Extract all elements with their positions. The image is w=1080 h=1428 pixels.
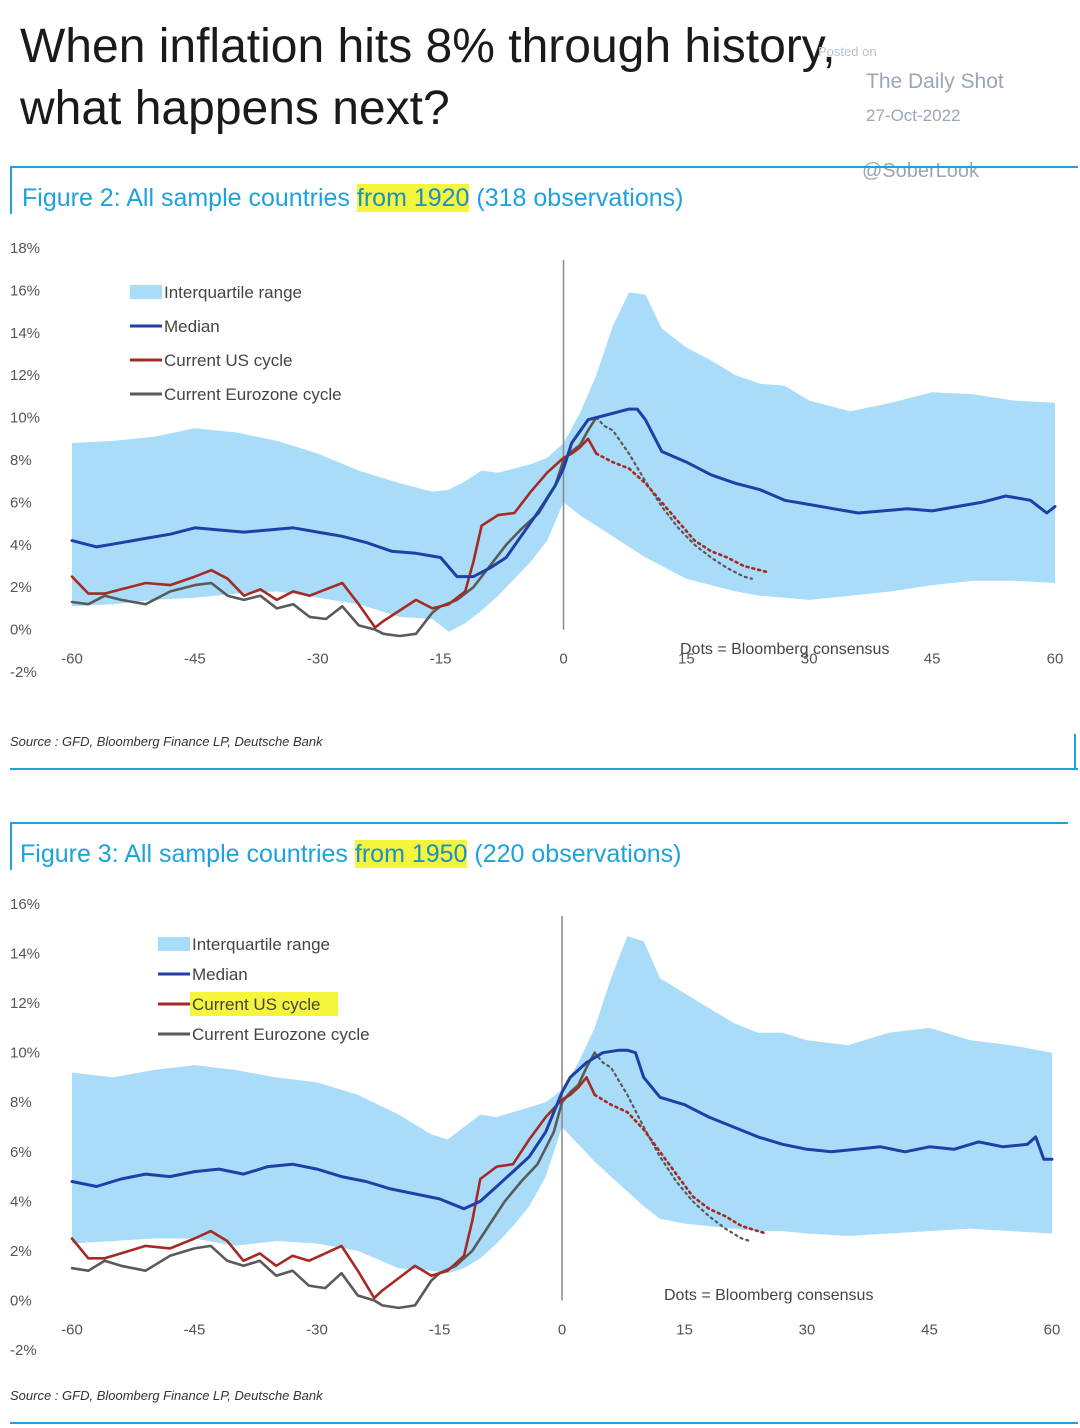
x-tick-label: -30 — [307, 651, 329, 668]
x-tick-label: 60 — [1044, 1321, 1061, 1338]
watermark-handle: @SoberLook — [862, 160, 980, 182]
legend-iqr-label: Interquartile range — [164, 283, 302, 302]
x-tick-label: -30 — [306, 1321, 328, 1338]
figure-2-top-rule — [10, 166, 1078, 168]
figure-3-title-highlight: from 1950 — [354, 840, 468, 868]
y-tick-label: 14% — [10, 325, 40, 342]
figure-3-chart: -2% 0% 2% 4% 6% 8% 10% 12% 14% 16% -60 -45 -30 -15 0 15… — [10, 896, 1061, 1359]
us-cycle-line — [70, 437, 598, 629]
figure-2-source: Source : GFD, Bloomberg Finance LP, Deut… — [10, 734, 323, 749]
eurozone-consensus-dots — [593, 1051, 751, 1243]
x-tick-label: 15 — [676, 1321, 693, 1338]
us-cycle-line — [70, 1076, 597, 1300]
y-tick-label: 4% — [10, 537, 32, 554]
figure-3-source: Source : GFD, Bloomberg Finance LP, Deut… — [10, 1388, 323, 1403]
x-tick-label: 0 — [558, 1321, 566, 1338]
figure-3-left-rule — [10, 824, 12, 870]
consensus-note: Dots = Bloomberg consensus — [680, 641, 889, 658]
y-tick-label: 4% — [10, 1193, 32, 1210]
x-tick-label: 60 — [1047, 651, 1064, 668]
x-tick-label: -45 — [184, 1321, 206, 1338]
eurozone-consensus-dots — [595, 416, 754, 580]
figure-2-bottom-rule — [10, 768, 1078, 770]
legend-iqr-swatch — [130, 285, 162, 299]
legend-eurozone-cycle-label: Current Eurozone cycle — [192, 1025, 370, 1044]
y-tick-label: 8% — [10, 1094, 32, 1111]
legend-eurozone-cycle-label: Current Eurozone cycle — [164, 385, 342, 404]
figure-3-title-post: (220 observations) — [467, 840, 682, 868]
y-tick-label: 14% — [10, 946, 40, 963]
legend-us-cycle-label: Current US cycle — [164, 351, 292, 370]
figure-3-title: Figure 3: All sample countries from 1950… — [20, 840, 681, 869]
y-tick-label: 18% — [10, 240, 40, 257]
figure-2-title-highlight: from 1920 — [356, 184, 470, 212]
x-tick-label: -45 — [184, 651, 206, 668]
y-tick-label: 10% — [10, 1045, 40, 1062]
x-tick-label: -60 — [61, 1321, 83, 1338]
watermark-site: The Daily Shot — [866, 70, 1004, 93]
legend-iqr-label: Interquartile range — [192, 935, 330, 954]
y-tick-label: 0% — [10, 1292, 32, 1309]
us-consensus-dots — [594, 452, 770, 574]
x-tick-label: 30 — [801, 651, 818, 668]
watermark-posted: Posted on — [818, 44, 877, 59]
y-tick-label: -2% — [10, 664, 37, 681]
y-tick-label: 16% — [10, 282, 40, 299]
y-tick-label: 12% — [10, 995, 40, 1012]
eurozone-cycle-line — [70, 1051, 597, 1310]
median-line — [70, 407, 1057, 579]
y-tick-label: 2% — [10, 1243, 32, 1260]
watermark-date: 27-Oct-2022 — [866, 106, 961, 125]
us-consensus-dots — [593, 1093, 768, 1235]
x-tick-label: 45 — [924, 651, 941, 668]
headline-line-2: what happens next? — [20, 82, 450, 135]
figure-2-chart: -2% 0% 2% 4% 6% 8% 10% 12% 14% 16% 18% -60 -45 -30 -15… — [10, 240, 1064, 681]
figure-2-title-pre: Figure 2: All sample countries — [22, 184, 357, 212]
consensus-note: Dots = Bloomberg consensus — [664, 1287, 873, 1304]
x-tick-label: 45 — [921, 1321, 938, 1338]
page-title: When inflation hits 8% through history, … — [20, 16, 836, 140]
y-tick-label: 16% — [10, 896, 40, 913]
legend-median-label: Median — [164, 317, 220, 336]
y-tick-label: 12% — [10, 367, 40, 384]
x-tick-label: -60 — [61, 651, 83, 668]
y-tick-label: 8% — [10, 452, 32, 469]
median-line — [70, 1048, 1054, 1211]
x-tick-label: 30 — [799, 1321, 816, 1338]
x-tick-label: -15 — [429, 1321, 451, 1338]
figure-3-title-pre: Figure 3: All sample countries — [20, 840, 355, 868]
x-tick-label: 0 — [559, 651, 567, 668]
y-tick-label: 6% — [10, 1144, 32, 1161]
x-tick-label: -15 — [430, 651, 452, 668]
x-tick-label: 15 — [678, 651, 695, 668]
y-tick-label: 2% — [10, 579, 32, 596]
headline-line-1: When inflation hits 8% through history, — [20, 20, 836, 73]
y-tick-label: 6% — [10, 494, 32, 511]
figure-2-title: Figure 2: All sample countries from 1920… — [22, 184, 683, 213]
y-tick-label: 10% — [10, 410, 40, 427]
legend-us-cycle-highlight — [190, 992, 338, 1016]
y-tick-label: -2% — [10, 1342, 37, 1359]
figure-2-right-rule — [1074, 734, 1076, 770]
legend-median-label: Median — [192, 965, 248, 984]
legend-us-cycle-label: Current US cycle — [192, 995, 320, 1014]
y-tick-label: 0% — [10, 622, 32, 639]
figure-2-title-post: (318 observations) — [469, 184, 684, 212]
figure-3-bottom-rule — [10, 1422, 1078, 1424]
figure-3-top-rule — [10, 822, 1068, 824]
legend-iqr-swatch — [158, 937, 190, 951]
figure-2-left-rule — [10, 168, 12, 214]
